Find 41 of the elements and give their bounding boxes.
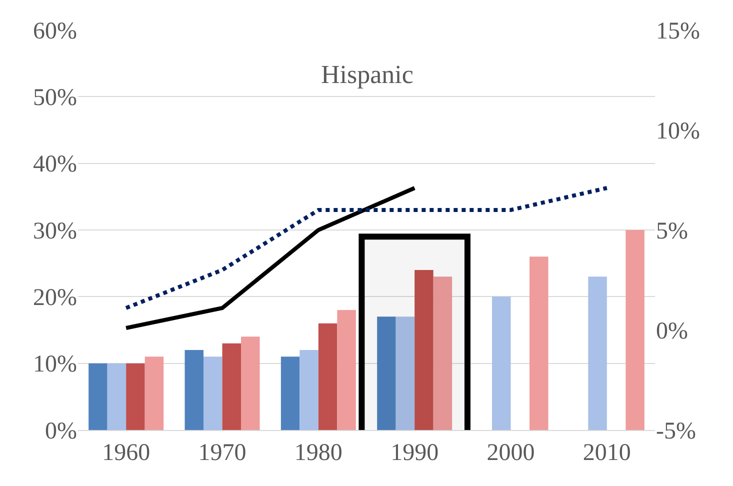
y2-tick-label: 0% [656, 318, 688, 344]
y2-tick-label: -5% [656, 418, 696, 444]
bar [107, 363, 126, 430]
bar [241, 336, 260, 430]
bar [280, 356, 300, 430]
x-tick-label: 1960 [102, 440, 150, 466]
y-tick-label: 10% [33, 352, 77, 378]
bar [184, 350, 204, 430]
y-tick-label: 50% [33, 85, 77, 112]
bar [377, 316, 396, 430]
bar [588, 276, 607, 430]
bar [396, 316, 415, 430]
x-tick-label: 1980 [294, 440, 342, 466]
bar [222, 343, 241, 430]
bar [300, 350, 318, 430]
x-tick-label: 2000 [486, 440, 535, 466]
y-tick-label: 60% [33, 18, 77, 44]
bar [126, 363, 145, 430]
bar [530, 256, 548, 430]
bar [88, 363, 108, 430]
bar [492, 296, 511, 430]
bar [414, 270, 434, 430]
y2-tick-label: 5% [656, 218, 688, 244]
bar [144, 356, 164, 430]
bar [337, 310, 356, 430]
line-series [124, 186, 417, 330]
y-tick-label: 30% [33, 218, 77, 244]
x-tick-label: 2010 [582, 440, 631, 466]
x-tick-label: 1990 [390, 440, 439, 466]
bar [204, 356, 222, 430]
y-tick-label: 0% [45, 418, 77, 444]
y-tick-label: 40% [33, 152, 77, 178]
x-tick-label: 1970 [198, 440, 246, 466]
text: Hispanic [321, 60, 414, 89]
bar [433, 276, 452, 430]
bar [318, 323, 338, 430]
bar [626, 230, 644, 430]
line-series [124, 186, 609, 310]
y2-tick-label: 10% [656, 118, 700, 144]
y2-tick-label: 15% [656, 18, 700, 44]
y-tick-label: 20% [33, 285, 77, 312]
